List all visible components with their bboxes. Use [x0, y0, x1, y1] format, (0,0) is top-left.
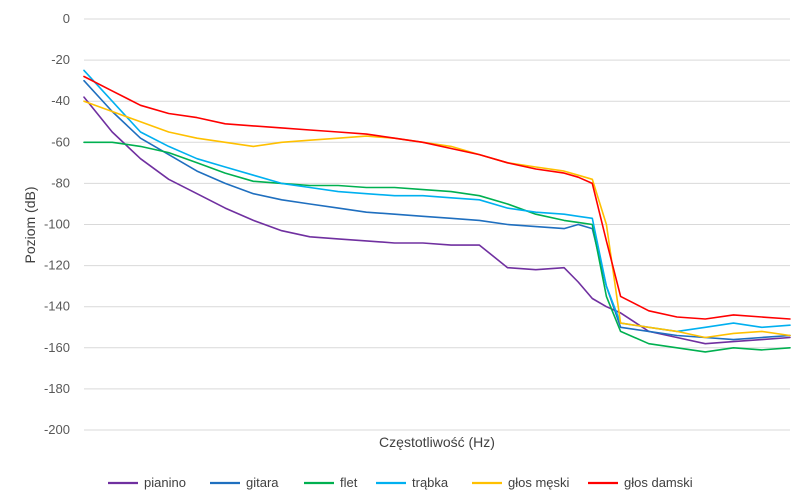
legend-label-5: głos damski: [624, 475, 693, 490]
y-tick-label: -140: [44, 299, 70, 314]
series-line-1: [83, 79, 791, 341]
x-axis-title: Częstotliwość (Hz): [379, 434, 495, 450]
legend-label-2: flet: [340, 475, 358, 490]
legend-label-1: gitara: [246, 475, 279, 490]
y-axis-tick-labels: 0 -20 -40 -60 -80 -100 -120 -140 -160 -180 -200: [44, 11, 70, 437]
y-tick-label: -80: [51, 175, 70, 190]
y-tick-label: -180: [44, 381, 70, 396]
legend-label-4: głos męski: [508, 475, 570, 490]
legend-label-0: pianino: [144, 475, 186, 490]
legend-label-3: trąbka: [412, 475, 449, 490]
series-lines: [83, 69, 791, 353]
y-tick-label: -20: [51, 52, 70, 67]
series-line-0: [83, 96, 791, 345]
y-tick-label: -60: [51, 134, 70, 149]
y-tick-label: -120: [44, 258, 70, 273]
y-tick-label: 0: [63, 11, 70, 26]
y-tick-label: -160: [44, 340, 70, 355]
y-tick-label: -200: [44, 422, 70, 437]
series-line-5: [83, 75, 791, 320]
series-line-4: [83, 100, 791, 339]
legend: pianino gitara flet trąbka głos męski głos da…: [108, 475, 693, 490]
y-tick-label: -100: [44, 217, 70, 232]
series-line-2: [83, 141, 791, 353]
gridlines: [84, 18, 790, 431]
y-axis-title: Poziom (dB): [22, 186, 38, 263]
y-tick-label: -40: [51, 93, 70, 108]
series-line-3: [83, 69, 791, 333]
